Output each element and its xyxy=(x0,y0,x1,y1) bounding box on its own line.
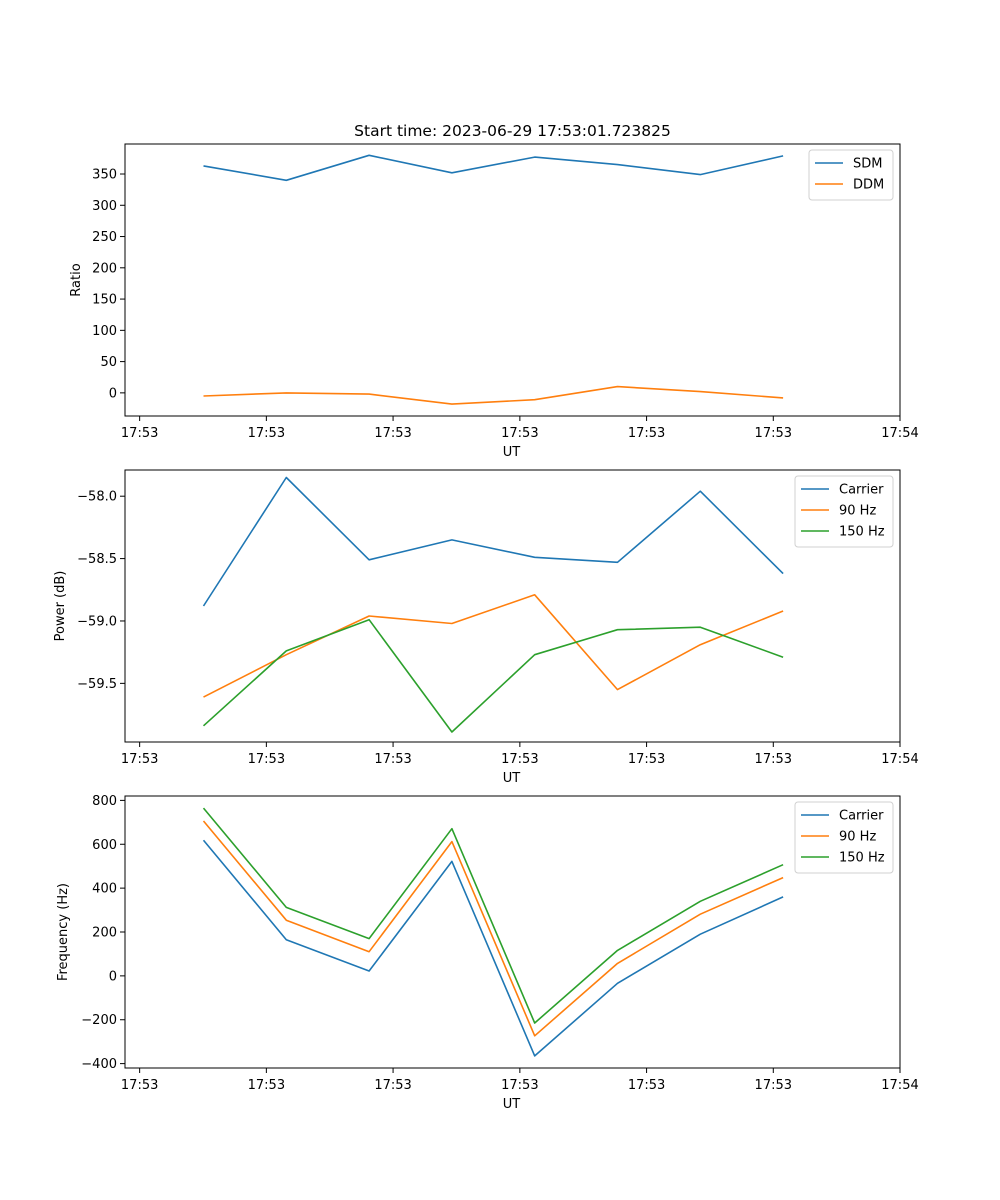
legend-box xyxy=(794,475,894,548)
y-tick-label: −58.5 xyxy=(77,552,117,567)
x-tick-label: 17:53 xyxy=(501,752,538,767)
y-tick-label: 200 xyxy=(92,261,117,276)
y-tick-label: 150 xyxy=(92,293,117,308)
x-axis-label: UT xyxy=(503,445,521,460)
x-tick-label: 17:53 xyxy=(248,752,285,767)
axes-frame xyxy=(124,469,901,743)
series-line-1-1 xyxy=(203,154,784,182)
x-tick-label: 17:53 xyxy=(374,752,411,767)
y-tick-label: 0 xyxy=(109,386,117,401)
x-tick-label: 17:53 xyxy=(121,1078,158,1093)
x-tick-label: 17:53 xyxy=(501,426,538,441)
x-tick-label: 17:53 xyxy=(374,1078,411,1093)
x-tick-label: 17:53 xyxy=(755,752,792,767)
y-axis-label: Ratio xyxy=(69,263,84,296)
x-tick-label: 17:53 xyxy=(248,1078,285,1093)
x-axis-label: UT xyxy=(503,1097,521,1112)
x-tick-label: 17:53 xyxy=(501,1078,538,1093)
x-tick-label: 17:53 xyxy=(628,1078,665,1093)
y-tick-label: 800 xyxy=(92,794,117,809)
x-tick-label: 17:53 xyxy=(121,752,158,767)
y-tick-label: 50 xyxy=(100,355,117,370)
series-line-2-3 xyxy=(202,618,784,733)
x-tick-label: 17:54 xyxy=(881,1078,918,1093)
x-axis-label: UT xyxy=(503,771,521,786)
legend-label: DDM xyxy=(853,178,884,193)
x-tick-label: 17:53 xyxy=(628,426,665,441)
legend-label: 90 Hz xyxy=(839,504,876,519)
x-tick-label: 17:53 xyxy=(628,752,665,767)
y-tick-label: 100 xyxy=(92,324,117,339)
x-tick-label: 17:53 xyxy=(755,426,792,441)
chart-title: Start time: 2023-06-29 17:53:01.723825 xyxy=(354,122,671,140)
legend-label: 150 Hz xyxy=(839,851,885,866)
legend: Carrier 90 Hz 150 Hz xyxy=(794,475,894,548)
legend-label: 90 Hz xyxy=(839,830,876,845)
chart-panel-1: 17:53 17:53 17:53 17:53 17:53 17:53 17:54 0 50 10… xyxy=(69,122,919,460)
legend-label: Carrier xyxy=(839,483,884,498)
legend: Carrier 90 Hz 150 Hz xyxy=(794,801,894,874)
series-line-3-1 xyxy=(202,839,784,1057)
series-line-3-3 xyxy=(202,807,784,1024)
series-line-2-1 xyxy=(202,476,784,607)
x-tick-label: 17:54 xyxy=(881,426,918,441)
y-tick-label: 600 xyxy=(92,838,117,853)
chart-panel-3: 17:53 17:53 17:53 17:53 17:53 17:53 17:54 −400 −… xyxy=(56,794,919,1112)
y-tick-label: 300 xyxy=(92,199,117,214)
y-axis-label: Power (dB) xyxy=(53,571,68,642)
series-line-3-2 xyxy=(202,820,784,1037)
legend-box xyxy=(794,801,894,874)
x-tick-label: 17:53 xyxy=(755,1078,792,1093)
y-tick-label: −58.0 xyxy=(77,490,117,505)
y-tick-label: 250 xyxy=(92,230,117,245)
y-tick-label: 350 xyxy=(92,168,117,183)
legend-label: 150 Hz xyxy=(839,525,885,540)
x-tick-label: 17:54 xyxy=(881,752,918,767)
y-tick-label: −200 xyxy=(81,1013,117,1028)
legend-label: SDM xyxy=(853,157,882,172)
x-tick-label: 17:53 xyxy=(121,426,158,441)
y-tick-label: 400 xyxy=(92,882,117,897)
y-tick-label: 200 xyxy=(92,926,117,941)
x-tick-label: 17:53 xyxy=(248,426,285,441)
y-tick-label: −400 xyxy=(81,1057,117,1072)
y-tick-label: 0 xyxy=(109,969,117,984)
y-tick-label: −59.5 xyxy=(77,677,117,692)
legend: SDM DDM xyxy=(808,149,894,201)
series-line-2-2 xyxy=(203,593,784,698)
series-line-1-2 xyxy=(203,385,784,405)
axes-frame xyxy=(124,143,901,417)
chart-panel-2: 17:53 17:53 17:53 17:53 17:53 17:53 17:54 −59.5… xyxy=(53,469,919,786)
x-tick-label: 17:53 xyxy=(374,426,411,441)
y-tick-label: −59.0 xyxy=(77,614,117,629)
y-axis-label: Frequency (Hz) xyxy=(56,883,71,981)
axes-frame xyxy=(124,795,901,1069)
legend-label: Carrier xyxy=(839,809,884,824)
